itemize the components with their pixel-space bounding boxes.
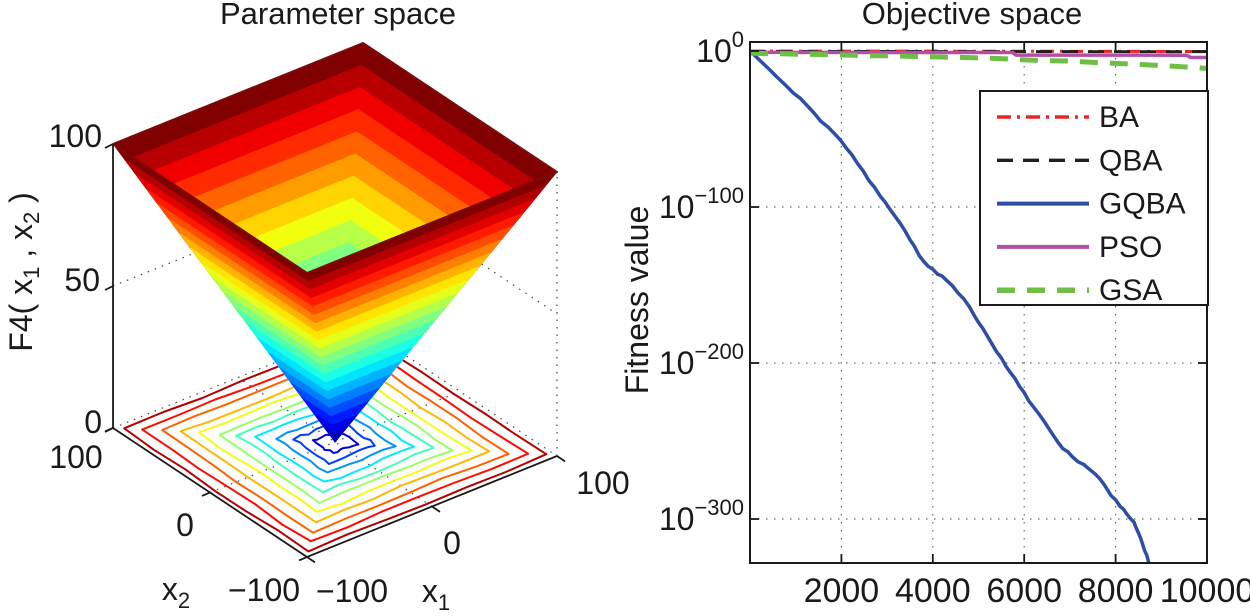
legend-item-ba: BA xyxy=(997,101,1139,134)
z-tick-label: 0 xyxy=(84,404,102,440)
y-tick-base: 10 xyxy=(659,501,695,537)
legend-label: GQBA xyxy=(1099,188,1186,221)
x1-axis-tick xyxy=(431,505,441,513)
legend-label: BA xyxy=(1099,101,1139,134)
z-tick-label: 100 xyxy=(49,118,102,154)
x2-tick-label: 100 xyxy=(49,439,102,475)
objective-space-tick-labels: 2000 4000 6000 8000 1000010010−10010−20010−3… xyxy=(659,27,1250,610)
legend-label: PSO xyxy=(1099,231,1162,264)
surface-rim-edge xyxy=(112,42,558,274)
x2-axis-tick xyxy=(201,491,211,497)
right-plot-title: Objective space xyxy=(862,0,1083,31)
parameter-space-contour xyxy=(123,331,548,553)
left-z-axis-label: F4( x1 , x2 ) xyxy=(3,192,44,352)
legend-item-gsa: GSA xyxy=(997,274,1162,307)
z-axis-tick xyxy=(104,143,114,149)
x1-tick-label: 0 xyxy=(443,525,461,561)
y-tick-label: 10−100 xyxy=(659,183,744,225)
y-tick-exponent: −100 xyxy=(694,183,744,208)
y-tick-base: 10 xyxy=(696,33,732,69)
legend-item-pso: PSO xyxy=(997,231,1162,264)
y-tick-base: 10 xyxy=(659,345,695,381)
objective-space-legend: BA QBA GQBA PSO GSA xyxy=(979,90,1209,307)
series-line-GSA xyxy=(750,50,1207,71)
x1-tick-label: 100 xyxy=(576,465,629,501)
x-tick-label: 4000 xyxy=(895,572,971,610)
y-tick-label: 10−200 xyxy=(659,339,744,381)
legend-item-qba: QBA xyxy=(997,144,1162,177)
y-tick-label: 10−300 xyxy=(659,495,744,537)
left-x2-axis-label: x2 xyxy=(162,571,190,613)
x-tick-label: 2000 xyxy=(804,572,880,610)
z-axis-tick xyxy=(104,285,114,291)
x2-axis-tick xyxy=(298,556,308,562)
parameter-space-axes xyxy=(104,143,566,564)
series-lines xyxy=(750,49,1207,563)
legend-item-gqba: GQBA xyxy=(997,188,1186,221)
x-tick-label: 6000 xyxy=(986,572,1062,610)
y-tick-exponent: 0 xyxy=(732,27,744,52)
objective-space-series xyxy=(750,49,1207,563)
left-x1-axis-label: x1 xyxy=(422,573,450,615)
x-tick-label: 8000 xyxy=(1078,572,1154,610)
legend-label: GSA xyxy=(1099,274,1162,307)
x1-axis-tick xyxy=(556,455,566,463)
series-line-GQBA xyxy=(750,49,1151,563)
x1-axis-tick xyxy=(306,556,316,564)
y-tick-exponent: −200 xyxy=(694,339,744,364)
legend-label: QBA xyxy=(1099,144,1162,177)
legend-box xyxy=(979,90,1209,306)
series-line-PSO xyxy=(750,50,1207,60)
floor-grid-x1-0 xyxy=(237,377,433,507)
x-tick-label: 10000 xyxy=(1160,572,1250,610)
x2-tick-label: 0 xyxy=(176,507,194,543)
y-tick-label: 100 xyxy=(696,27,744,69)
y-tick-exponent: −300 xyxy=(694,495,744,520)
x2-axis-tick xyxy=(104,427,114,433)
x1-tick-label: −100 xyxy=(316,573,388,609)
surface-front-face-right-band xyxy=(333,428,347,443)
parameter-space-surface xyxy=(112,42,558,443)
y-tick-base: 10 xyxy=(659,189,695,225)
right-y-axis-label: Fitness value xyxy=(619,206,655,395)
left-plot-title: Parameter space xyxy=(220,0,456,31)
x2-tick-label: −100 xyxy=(228,572,300,608)
z-tick-label: 50 xyxy=(64,262,100,298)
